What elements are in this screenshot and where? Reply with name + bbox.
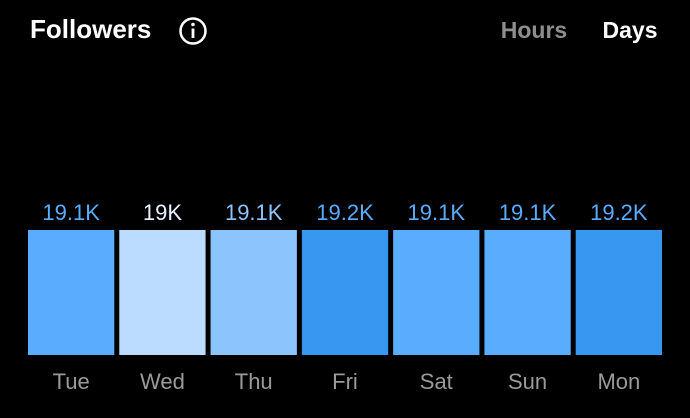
info-dot [191, 22, 195, 27]
value-label: 19.1K [408, 200, 466, 225]
chart-title: Followers [30, 14, 151, 44]
x-tick-label: Wed [140, 369, 185, 394]
bar [210, 230, 297, 355]
value-label: 19.1K [499, 200, 557, 225]
bar [575, 230, 662, 355]
x-tick-label: Fri [332, 369, 358, 394]
x-tick-label: Sun [508, 369, 547, 394]
value-label: 19.1K [225, 200, 283, 225]
value-label: 19.1K [42, 200, 100, 225]
bar [484, 230, 571, 355]
info-icon[interactable] [179, 17, 207, 45]
value-label: 19.2K [316, 200, 374, 225]
bar [393, 230, 480, 355]
tab[interactable]: Hours [501, 17, 567, 43]
tab[interactable]: Days [603, 17, 658, 43]
x-tick-label: Thu [235, 369, 273, 394]
x-tick-label: Sat [420, 369, 453, 394]
x-tick-label: Mon [597, 369, 640, 394]
value-label: 19K [143, 200, 182, 225]
value-label: 19.2K [590, 200, 648, 225]
bar [301, 230, 389, 355]
bar [28, 230, 115, 355]
info-bar [191, 28, 195, 38]
bar [119, 230, 206, 355]
info-circle [179, 17, 207, 45]
x-tick-label: Tue [53, 369, 90, 394]
